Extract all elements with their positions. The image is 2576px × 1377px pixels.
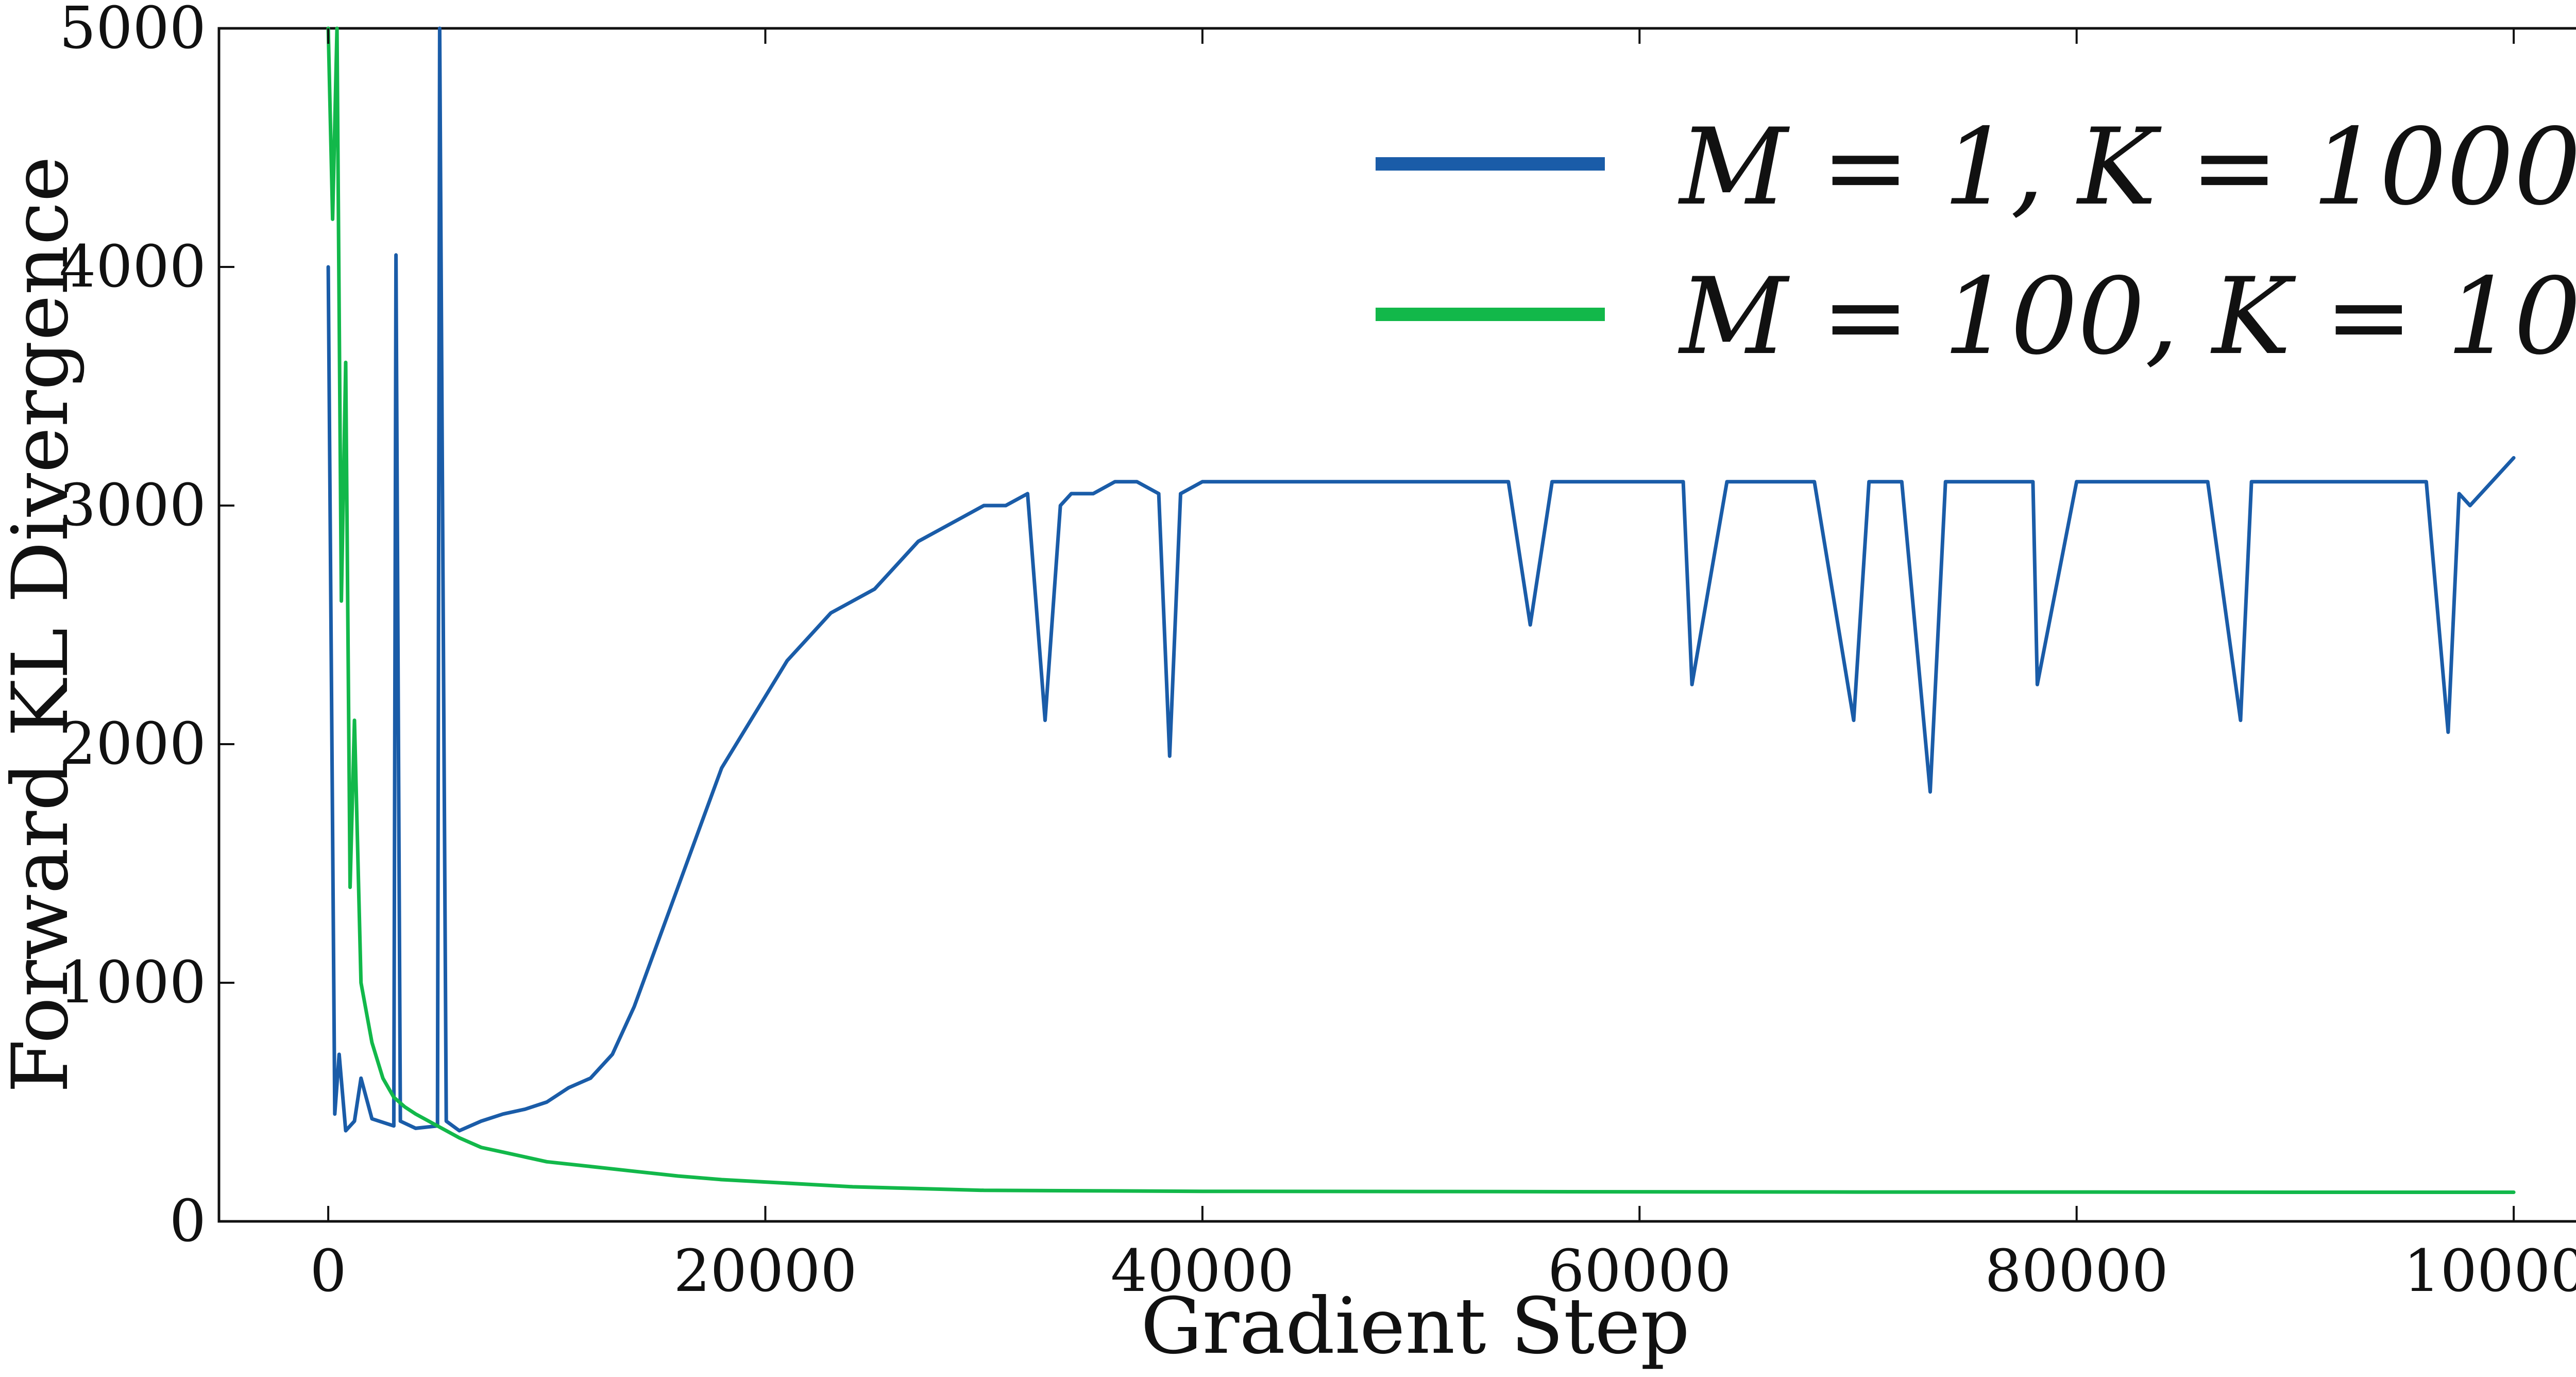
series-line-1 xyxy=(326,26,2516,1133)
series-line-2 xyxy=(326,26,2516,1194)
legend: M = 1, K = 10000 M = 100, K = 100 xyxy=(1376,106,2576,378)
y-tick-label-1: 1000 xyxy=(59,949,206,1016)
x-tick-label-0: 0 xyxy=(310,1238,346,1305)
x-tick-label-4: 80000 xyxy=(1985,1238,2168,1305)
x-tick-label-3: 60000 xyxy=(1548,1238,1731,1305)
x-tick-label-1: 20000 xyxy=(673,1238,857,1305)
plot-frame xyxy=(217,27,2576,1223)
y-tick-label-3: 3000 xyxy=(59,472,206,539)
legend-label-series-1: M = 1, K = 10000 xyxy=(1677,106,2576,229)
y-tick-label-0: 0 xyxy=(170,1188,206,1255)
y-tick-label-2: 2000 xyxy=(59,711,206,778)
x-axis-title: Gradient Step xyxy=(1141,1282,1690,1371)
y-axis-title: Forward KL Divergence xyxy=(0,156,86,1093)
y-tick-label-4: 4000 xyxy=(59,233,206,300)
series-layer xyxy=(326,26,2516,1194)
x-tick-label-2: 40000 xyxy=(1111,1238,1294,1305)
legend-label-series-2: M = 100, K = 100 xyxy=(1677,256,2576,378)
y-tick-label-5: 5000 xyxy=(59,0,206,62)
y-axis-ticks: 0 1000 2000 3000 4000 5000 xyxy=(59,0,234,1255)
